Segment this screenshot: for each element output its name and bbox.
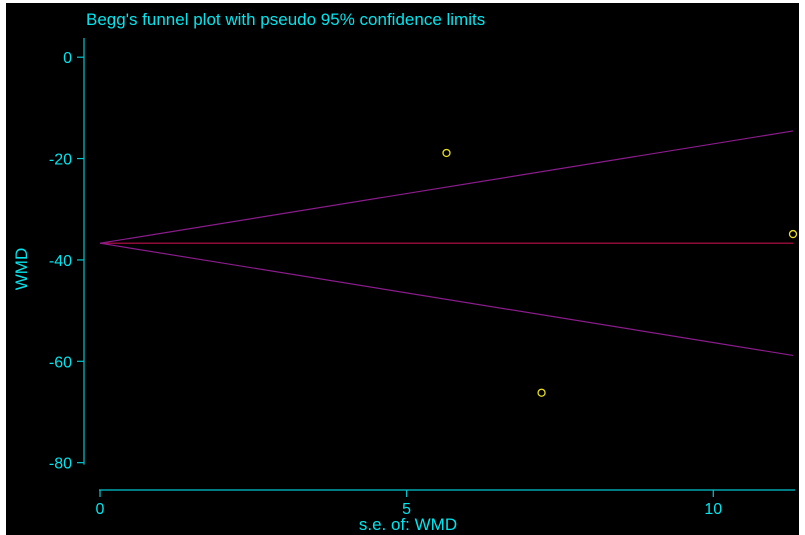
y-tick-label: -20 [49, 152, 72, 169]
funnel-lines [99, 130, 794, 357]
study-point [788, 229, 798, 239]
x-tick-label: 0 [96, 501, 105, 518]
y-tick-label: -60 [49, 354, 72, 371]
study-point [537, 388, 546, 397]
data-points [442, 148, 798, 397]
chart-title: Begg's funnel plot with pseudo 95% confi… [86, 10, 485, 29]
funnel-plot: Begg's funnel plot with pseudo 95% confi… [12, 10, 798, 534]
study-point [442, 148, 451, 158]
y-tick-label: -40 [49, 253, 72, 270]
x-tick-label: 10 [704, 501, 722, 518]
lower-confidence-limit [99, 242, 794, 357]
y-tick-label: -80 [49, 456, 72, 473]
y-axis-label: WMD [12, 248, 31, 290]
axes: 0 -20 -40 -60 -80 0 5 10 [49, 38, 795, 518]
upper-confidence-limit [99, 130, 794, 244]
x-tick-label: 5 [402, 501, 411, 518]
chart-area: Begg's funnel plot with pseudo 95% confi… [6, 3, 799, 535]
x-axis-label: s.e. of: WMD [359, 515, 457, 534]
y-tick-label: 0 [63, 50, 72, 67]
